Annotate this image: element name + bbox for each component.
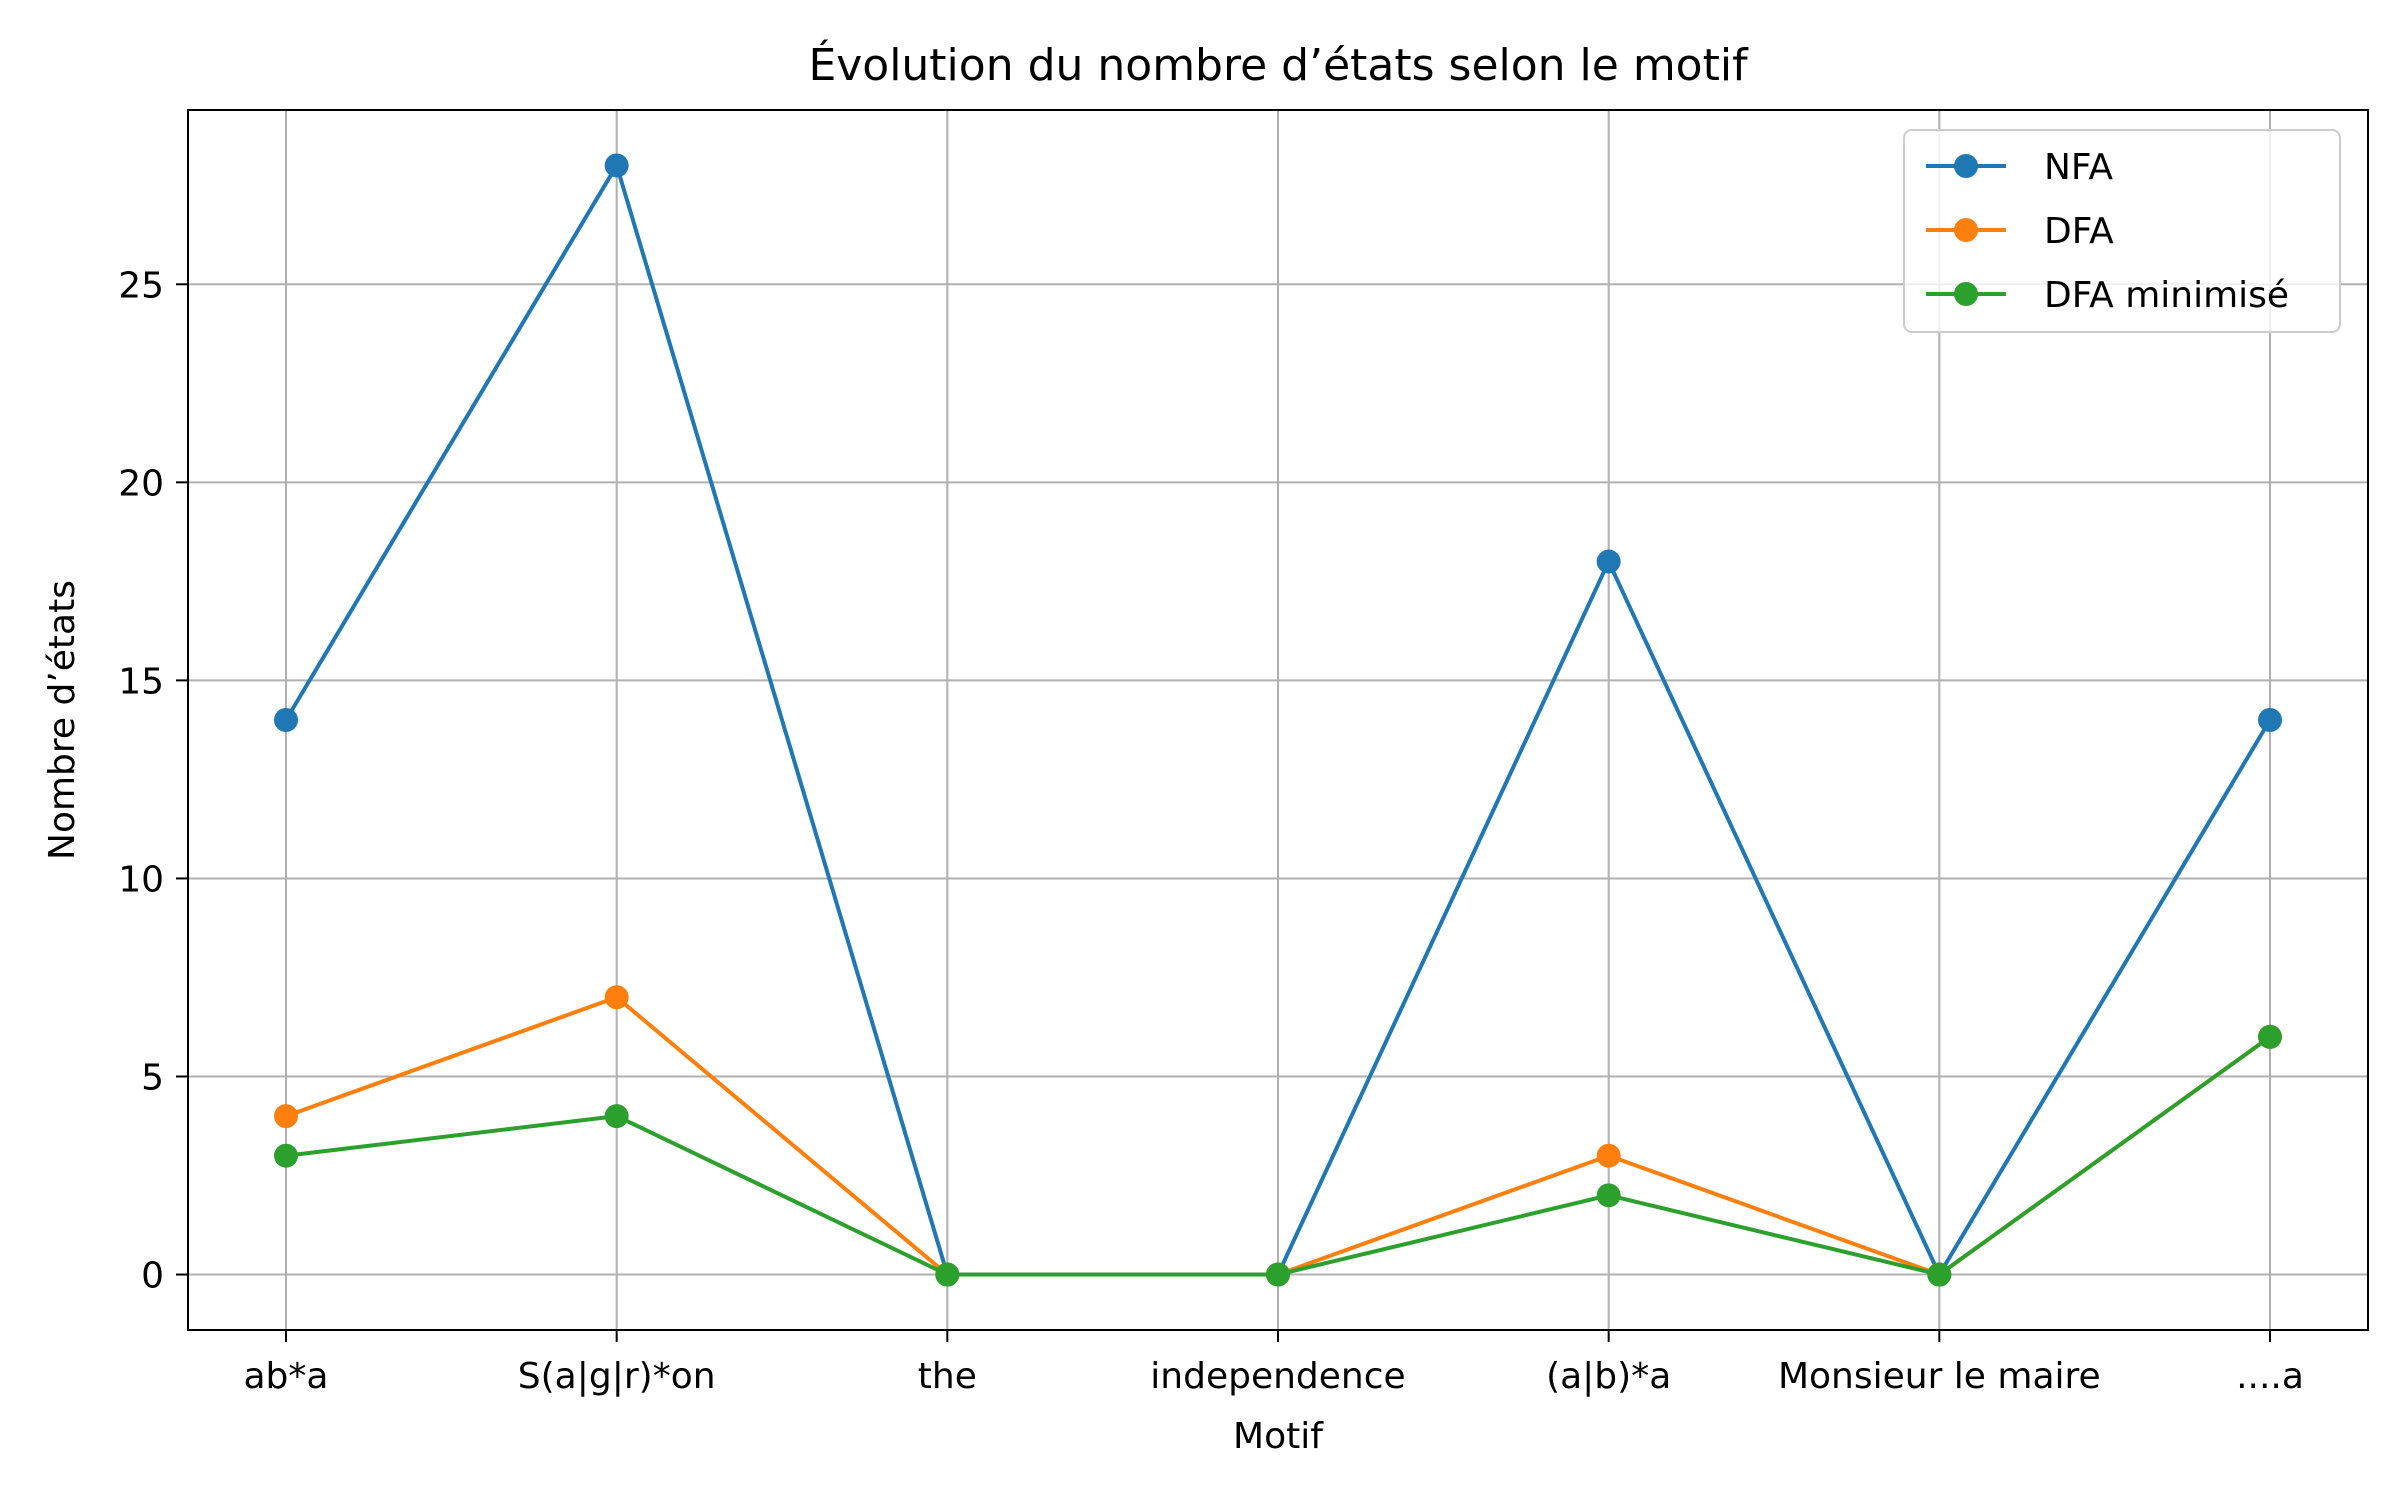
point-dfa xyxy=(274,1104,298,1129)
point-dfa-minimis xyxy=(1596,1183,1621,1208)
y-tick-label: 20 xyxy=(118,463,164,504)
x-axis-label: Motif xyxy=(1233,1416,1324,1457)
legend-label-dfa: DFA xyxy=(2044,211,2114,252)
x-tick-label: S(a|g|r)*on xyxy=(518,1356,716,1397)
series-lines xyxy=(274,153,2282,1287)
point-dfa-minimis xyxy=(1927,1262,1952,1287)
chart-title: Évolution du nombre d’états selon le mot… xyxy=(808,38,1749,91)
point-dfa-minimis xyxy=(604,1104,629,1129)
point-nfa xyxy=(2258,708,2282,732)
x-tick-label: ....a xyxy=(2236,1356,2304,1397)
y-axis-label: Nombre d’états xyxy=(42,580,83,860)
y-tick-label: 10 xyxy=(118,859,164,900)
legend-marker-nfa xyxy=(1954,154,1978,178)
point-dfa-minimis xyxy=(2258,1024,2282,1049)
point-dfa-minimis xyxy=(1266,1262,1290,1287)
x-tick-label: ab*a xyxy=(244,1356,329,1397)
y-tick-label: 15 xyxy=(118,661,164,702)
point-nfa xyxy=(604,153,629,178)
point-dfa xyxy=(1596,1143,1621,1168)
x-tick-label: the xyxy=(918,1356,977,1397)
x-tick-label: (a|b)*a xyxy=(1546,1356,1671,1397)
legend-items: NFA DFA DFA minimisé xyxy=(1926,147,2289,316)
point-dfa xyxy=(604,985,629,1010)
legend-marker-dfa xyxy=(1954,218,1978,242)
x-tick-label: independence xyxy=(1150,1356,1405,1397)
axes: ab*a S(a|g|r)*on the independence (a|b)*a Mon… xyxy=(118,265,2304,1397)
legend-label-nfa: NFA xyxy=(2044,147,2113,188)
point-dfa-minimis xyxy=(935,1262,960,1287)
point-nfa xyxy=(274,708,298,732)
legend-frame xyxy=(1903,129,2341,333)
y-tick-label: 5 xyxy=(141,1057,164,1098)
grid xyxy=(188,110,2368,1330)
legend: NFA DFA DFA minimisé xyxy=(1903,129,2341,333)
y-tick-label: 0 xyxy=(141,1256,164,1297)
point-nfa xyxy=(1596,549,1621,574)
x-tick-label: Monsieur le maire xyxy=(1778,1356,2101,1397)
y-tick-label: 25 xyxy=(118,265,164,306)
legend-marker-dfa-minimis xyxy=(1954,282,1978,306)
point-dfa-minimis xyxy=(274,1143,298,1168)
legend-label-dfa-minimis: DFA minimisé xyxy=(2044,275,2289,316)
